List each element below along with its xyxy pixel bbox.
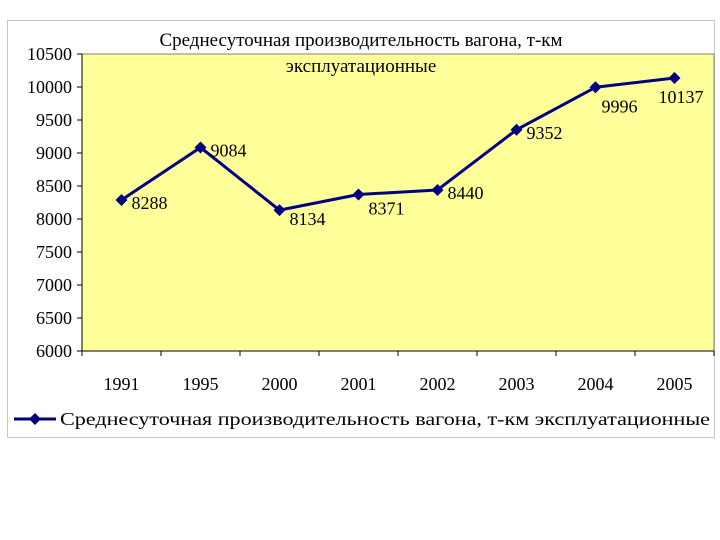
x-tick-label: 2003 (499, 374, 535, 394)
x-tick-label: 2004 (578, 374, 614, 394)
x-tick-label: 2002 (420, 374, 456, 394)
legend-label: Среднесуточная производительность вагона… (60, 409, 710, 429)
y-tick-label: 7000 (36, 275, 72, 295)
y-tick-label: 6000 (36, 341, 72, 361)
plot-area (81, 53, 715, 352)
y-tick-label: 6500 (36, 308, 72, 328)
data-label: 10137 (659, 87, 704, 107)
y-tick-label: 10500 (27, 44, 72, 64)
y-tick-label: 9500 (36, 110, 72, 130)
series-layer: 8288 9084 8134 8371 8440 9352 9996 10137 (115, 71, 704, 229)
x-tick-label: 1991 (104, 374, 140, 394)
x-tick-label: 2001 (341, 374, 377, 394)
legend: Среднесуточная производительность вагона… (14, 409, 710, 429)
x-axis: 1991 1995 2000 2001 2002 2003 2004 2005 (81, 350, 715, 394)
x-tick-label: 1995 (183, 374, 219, 394)
chart-title-line-1: Среднесуточная производительность вагона… (159, 30, 562, 51)
y-tick-label: 9000 (36, 143, 72, 163)
series-line (120, 76, 675, 212)
y-tick-label: 8000 (36, 209, 72, 229)
legend-marker (29, 413, 41, 425)
data-point-marker (352, 188, 365, 201)
x-tick-label: 2005 (657, 374, 693, 394)
data-point-marker (431, 183, 444, 196)
y-tick-label: 7500 (36, 242, 72, 262)
data-point-marker (510, 123, 523, 136)
y-tick-label: 8500 (36, 176, 72, 196)
data-label: 9084 (211, 140, 247, 160)
y-tick-label: 10000 (27, 77, 72, 97)
data-label: 8288 (132, 193, 168, 213)
y-axis: 6000 6500 7000 7500 8000 8500 9000 9500 10000 105… (27, 44, 83, 361)
chart-title-line-2: эксплуатационные (286, 56, 437, 77)
data-label: 8440 (448, 183, 484, 203)
data-label: 9352 (527, 123, 563, 143)
data-label: 8134 (290, 209, 326, 229)
data-point-marker (668, 71, 681, 84)
data-point-marker (115, 193, 128, 206)
data-point-marker (589, 81, 602, 94)
data-label: 9996 (602, 96, 638, 116)
data-point-marker (194, 141, 207, 154)
data-label: 8371 (369, 199, 405, 219)
chart-title: Среднесуточная производительность вагона… (159, 30, 562, 77)
x-tick-label: 2000 (262, 374, 298, 394)
data-point-marker (273, 204, 286, 217)
